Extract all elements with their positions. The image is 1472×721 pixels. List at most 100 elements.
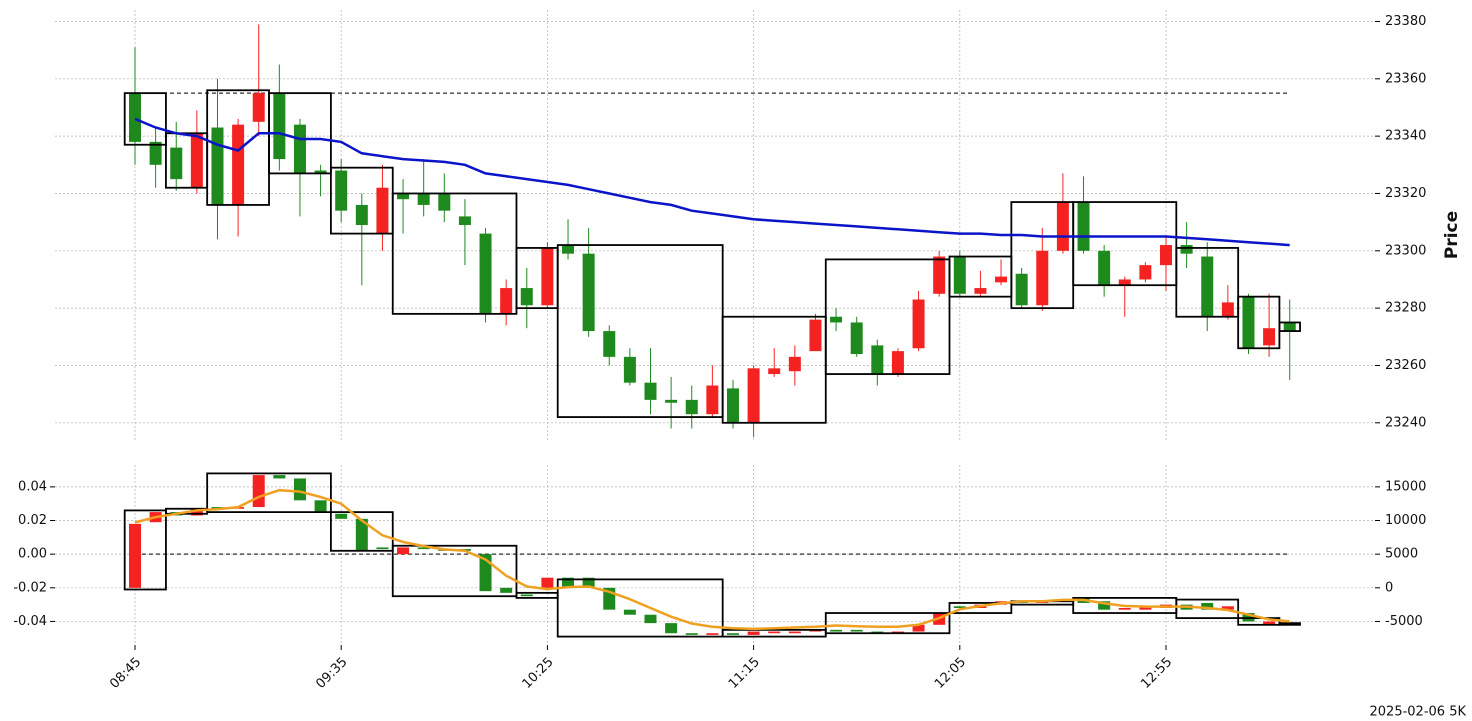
candle-body [1139, 606, 1152, 610]
candle-body [314, 500, 327, 513]
candle-body [726, 388, 739, 423]
y2-tick-label: -5000 [1385, 614, 1423, 629]
range-box [1175, 598, 1240, 619]
candle-body [1077, 202, 1090, 251]
candle-body [830, 629, 843, 632]
candle-body [623, 356, 636, 383]
candle-body [623, 609, 636, 615]
candle-body [995, 276, 1008, 283]
candle-body [644, 382, 657, 400]
range-box [1278, 321, 1301, 332]
candle-body [273, 475, 286, 479]
candle-body [685, 633, 698, 635]
candle-body [541, 577, 554, 588]
candle-body [1118, 607, 1131, 610]
candle-body [665, 399, 678, 403]
candle-body [562, 245, 575, 254]
candle-body [974, 288, 987, 294]
y-tick-label: 23320 [1385, 186, 1426, 201]
candle-body [458, 216, 471, 225]
candle-body [953, 256, 966, 294]
candle-body [1118, 279, 1131, 286]
candle-body [541, 247, 554, 306]
footer: 2025-02-06 5K [1370, 705, 1467, 720]
candle-body [232, 124, 245, 205]
y2-tick-label: 10000 [1385, 513, 1426, 528]
candle-body [376, 547, 389, 550]
candle-body [768, 631, 781, 634]
candle-body [1221, 606, 1234, 610]
candle-body [211, 127, 224, 205]
candle-body [706, 633, 719, 635]
y-tick-label: 0.04 [18, 479, 47, 494]
range-box [123, 92, 167, 146]
y2-tick-label: 5000 [1385, 547, 1418, 562]
line-series [134, 117, 1290, 247]
candle-body [912, 624, 925, 632]
candle-body [190, 133, 203, 188]
candle-body [170, 147, 183, 180]
y2-tick-label: 15000 [1385, 479, 1426, 494]
candle-body [603, 331, 616, 357]
y-tick-label: 0.02 [18, 513, 47, 528]
y-tick-label: -0.04 [13, 614, 47, 629]
candle-body [397, 193, 410, 200]
candle-body [788, 631, 801, 634]
candle-body [314, 170, 327, 174]
line-series [134, 488, 1290, 631]
y-tick-label: 23240 [1385, 415, 1426, 430]
y-tick-label: 23280 [1385, 301, 1426, 316]
candle-body [562, 577, 575, 588]
y-axis-label: Price [1442, 211, 1462, 259]
candle-body [850, 322, 863, 354]
candle-body [397, 547, 410, 555]
range-box [391, 544, 518, 598]
candle-body [438, 193, 451, 211]
range-box [1278, 622, 1301, 626]
candle-body [500, 587, 513, 593]
candle-body [1139, 265, 1152, 280]
candle-body [582, 577, 595, 588]
candle-body [1242, 296, 1255, 349]
y-tick-label: 23340 [1385, 129, 1426, 144]
candle-body [768, 368, 781, 375]
candle-body [520, 594, 533, 597]
candle-body [520, 288, 533, 306]
range-box [556, 578, 724, 638]
candle-body [1098, 250, 1111, 286]
candle-body [747, 631, 760, 635]
range-box [556, 244, 724, 418]
candle-body [850, 629, 863, 632]
x-tick-label: 12:55 [1138, 655, 1175, 692]
candle-body [1056, 202, 1069, 251]
y2-tick-label: 0 [1385, 580, 1393, 595]
candle-body [355, 204, 368, 225]
range-box [824, 612, 951, 635]
candle-body [335, 170, 348, 211]
candle-body [1036, 250, 1049, 306]
candle-body [1263, 621, 1276, 625]
range-box [329, 511, 394, 552]
candle-body [335, 513, 348, 519]
x-tick-label: 12:05 [932, 655, 969, 692]
candle-body [500, 288, 513, 314]
candle-body [355, 518, 368, 551]
candle-body [582, 253, 595, 332]
candle-body [726, 633, 739, 635]
candle-body [1201, 256, 1214, 317]
candle-body [1180, 245, 1193, 254]
candle-body [1263, 328, 1276, 346]
range-box [1072, 201, 1178, 287]
candle-body [273, 93, 286, 160]
candle-body [149, 141, 162, 165]
range-box [391, 192, 518, 315]
candle-body [747, 368, 760, 423]
y-tick-label: 23260 [1385, 358, 1426, 373]
range-box [123, 509, 167, 591]
candle-body [1015, 273, 1028, 306]
candle-body [479, 233, 492, 314]
candle-body [252, 475, 265, 508]
candle-body [293, 124, 306, 174]
x-tick-label: 08:45 [107, 655, 144, 692]
